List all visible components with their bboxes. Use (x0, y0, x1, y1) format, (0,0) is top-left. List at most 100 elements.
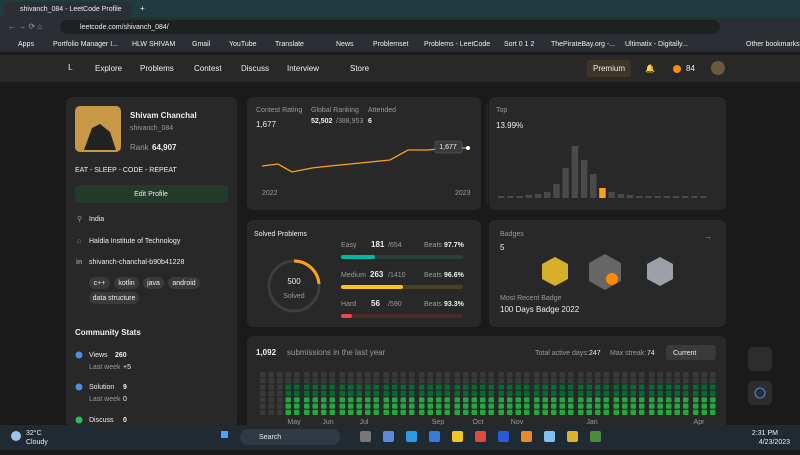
bookmark[interactable]: Ultimatix - Digitally... (625, 41, 688, 48)
heat-cell (454, 403, 460, 409)
heat-cell (365, 378, 371, 384)
nav-item[interactable]: Problems (140, 64, 174, 73)
app-icon[interactable] (498, 431, 509, 442)
side-button[interactable] (748, 381, 772, 405)
app-icon[interactable] (429, 431, 440, 442)
heat-cell (507, 384, 513, 390)
month: Jun (322, 419, 333, 426)
heat-cell (586, 390, 592, 397)
bookmark[interactable]: Apps (18, 41, 34, 48)
heat-cell (666, 403, 672, 409)
heat-cell (622, 403, 628, 409)
heat-cell (710, 372, 716, 378)
new-tab[interactable]: + (140, 4, 145, 13)
heat-cell (454, 378, 460, 384)
skill-chip (143, 277, 164, 289)
hist-bar (691, 196, 698, 198)
nav-item[interactable]: Interview (287, 64, 319, 73)
hist-bar (672, 196, 680, 198)
beats-label: Beats (424, 301, 442, 308)
heat-cell (534, 403, 540, 409)
search-box[interactable] (240, 429, 340, 445)
heat-cell (534, 378, 540, 384)
bookmark[interactable]: Problemset (373, 41, 408, 48)
nav-item[interactable]: Store (350, 64, 370, 73)
heat-cell (365, 409, 371, 415)
heat-cell (657, 403, 663, 409)
username: shivanch_084 (130, 125, 173, 132)
heat-cell (285, 390, 291, 397)
heat-cell (595, 372, 601, 378)
heat-cell (542, 403, 548, 409)
heat-cell (409, 372, 415, 378)
bookmark[interactable]: YouTube (229, 41, 257, 48)
heat-cell (463, 403, 469, 409)
start[interactable] (221, 431, 228, 438)
heat-cell (586, 409, 592, 415)
side-button[interactable] (748, 347, 772, 371)
edit-button[interactable] (75, 185, 228, 203)
bookmark[interactable]: Translate (275, 41, 304, 48)
logo[interactable]: ᒪ (68, 63, 73, 72)
heat-cell (294, 403, 300, 409)
avatar-small[interactable] (711, 61, 725, 75)
app-icon[interactable] (383, 431, 394, 442)
linkedin[interactable]: shivanch-chanchal-b90b41228 (89, 259, 184, 266)
app-icon[interactable] (567, 431, 578, 442)
heat-cell (463, 409, 469, 415)
icon: ⚲ (77, 215, 82, 223)
app-icon[interactable] (360, 431, 371, 442)
nav-item[interactable]: Discuss (241, 64, 269, 73)
attended: 6 (368, 118, 372, 125)
level-name: Medium (341, 272, 366, 279)
bell[interactable]: 🔔 (645, 64, 655, 73)
heat-cell (436, 403, 442, 409)
app-icon[interactable] (590, 431, 601, 442)
heat-cell (524, 397, 530, 403)
app-icon[interactable] (544, 431, 555, 442)
chat-icon (754, 387, 766, 399)
beats: 97.7% (444, 242, 465, 249)
heat-cell (524, 378, 530, 384)
heat-cell (586, 384, 592, 390)
bookmark[interactable]: Sort 0 1 2 (504, 41, 534, 48)
heat-cell (471, 409, 477, 415)
heat-cell (419, 378, 425, 384)
arrow[interactable]: → (704, 232, 712, 241)
heat-cell (507, 372, 513, 378)
heat-cell (427, 372, 433, 378)
heat-cell (383, 378, 389, 384)
heat-cell (373, 390, 379, 397)
heat-cell (480, 378, 486, 384)
hist-bar (663, 196, 671, 198)
heat-cell (693, 372, 699, 378)
bookmark[interactable]: News (336, 41, 354, 48)
bookmark[interactable]: Gmail (192, 41, 211, 48)
heat-cell (400, 390, 406, 397)
heat-cell (285, 372, 291, 378)
premium-button[interactable] (587, 60, 631, 77)
period-select[interactable] (666, 345, 716, 360)
bookmark[interactable]: HLW SHIVAM (132, 41, 175, 48)
nav-buttons[interactable]: ← → ⟳ ⌂ (8, 22, 42, 31)
heat-cell (586, 372, 592, 378)
heat-cell (463, 372, 469, 378)
bookmark[interactable]: ThePirateBay.org -... (551, 41, 615, 48)
nav-item[interactable]: Contest (194, 64, 222, 73)
app-icon[interactable] (475, 431, 486, 442)
attended-label: Attended (368, 107, 396, 114)
heat-cell (471, 384, 477, 390)
app-icon[interactable] (521, 431, 532, 442)
tab[interactable] (4, 2, 132, 17)
app-icon[interactable] (406, 431, 417, 442)
heat-cell (285, 403, 291, 409)
bookmark[interactable]: Other bookmarks (746, 41, 800, 48)
sub-count: 1,092 (256, 348, 277, 357)
bookmark[interactable]: Problems - LeetCode (424, 41, 490, 48)
address-bar[interactable] (60, 20, 720, 34)
app-icon[interactable] (452, 431, 463, 442)
nav-item[interactable]: Explore (95, 64, 123, 73)
heat-cell (339, 384, 345, 390)
bookmark[interactable]: Portfolio Manager I... (53, 41, 118, 48)
heat-cell (524, 409, 530, 415)
